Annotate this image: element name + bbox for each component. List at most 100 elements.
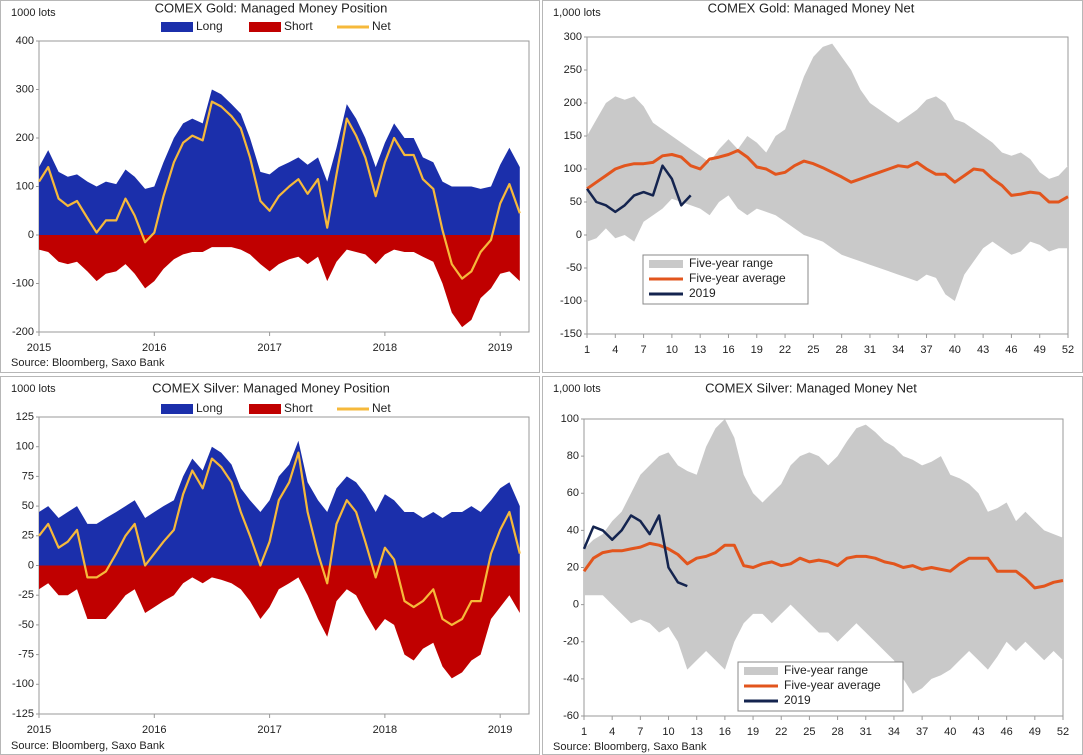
x-tick-label: 16	[719, 726, 731, 738]
y-tick-label: 80	[567, 450, 579, 462]
range-band	[584, 419, 1063, 694]
y-tick-label: -100	[12, 277, 34, 289]
area-series	[39, 89, 520, 235]
x-tick-label: 1	[584, 344, 590, 356]
y-tick-label: 100	[564, 163, 582, 175]
x-tick-label: 2019	[488, 342, 512, 354]
x-tick-label: 28	[836, 344, 848, 356]
area-series	[39, 235, 520, 328]
legend-label: Five-year average	[784, 678, 881, 692]
x-tick-label: 2017	[257, 342, 281, 354]
y-tick-label: 40	[567, 524, 579, 536]
x-tick-label: 40	[949, 344, 961, 356]
y-tick-label: -40	[563, 673, 579, 685]
y-tick-label: 250	[564, 64, 582, 76]
legend-swatch	[649, 260, 683, 268]
y-unit-label: 1000 lots	[11, 383, 56, 395]
x-tick-label: 37	[916, 726, 928, 738]
y-tick-label: 200	[16, 132, 34, 144]
x-tick-label: 34	[892, 344, 904, 356]
series-line	[582, 514, 688, 588]
y-tick-label: 125	[16, 411, 34, 423]
x-tick-label: 34	[888, 726, 900, 738]
x-tick-label: 22	[775, 726, 787, 738]
x-tick-label: 2016	[142, 724, 166, 736]
legend-label: Five-year average	[689, 271, 786, 285]
silver-net-panel: COMEX Silver: Managed Money Net 1,000 lot…	[542, 376, 1083, 755]
x-tick-label: 2016	[142, 342, 166, 354]
x-tick-label: 49	[1029, 726, 1041, 738]
x-tick-label: 2017	[257, 724, 281, 736]
y-tick-label: 150	[564, 130, 582, 142]
y-tick-label: 60	[567, 487, 579, 499]
x-tick-label: 2015	[27, 342, 51, 354]
x-tick-label: 1	[581, 726, 587, 738]
legend-label: Short	[284, 19, 313, 33]
y-tick-label: 400	[16, 35, 34, 47]
x-tick-label: 31	[864, 344, 876, 356]
gold-position-panel: COMEX Gold: Managed Money Position 1000 l…	[0, 0, 540, 373]
y-tick-label: 0	[573, 599, 579, 611]
x-tick-label: 37	[920, 344, 932, 356]
y-tick-label: 300	[564, 31, 582, 43]
x-tick-label: 2018	[373, 342, 397, 354]
y-tick-label: -200	[12, 326, 34, 338]
y-tick-label: 25	[22, 530, 34, 542]
x-tick-label: 43	[972, 726, 984, 738]
y-tick-label: -20	[563, 636, 579, 648]
chart-title: COMEX Gold: Managed Money Position	[155, 0, 388, 15]
x-tick-label: 16	[722, 344, 734, 356]
y-tick-label: -50	[566, 262, 582, 274]
y-tick-label: 100	[16, 180, 34, 192]
x-tick-label: 2015	[27, 724, 51, 736]
y-tick-label: -100	[560, 295, 582, 307]
source-note: Source: Bloomberg, Saxo Bank	[553, 741, 707, 753]
legend-label: Long	[196, 401, 223, 415]
y-tick-label: 20	[567, 561, 579, 573]
legend-label: Short	[284, 401, 313, 415]
chart-title: COMEX Silver: Managed Money Net	[705, 380, 917, 395]
x-tick-label: 13	[691, 726, 703, 738]
legend-label: 2019	[689, 286, 716, 300]
x-tick-label: 7	[641, 344, 647, 356]
x-tick-label: 31	[860, 726, 872, 738]
source-note: Source: Bloomberg, Saxo Bank	[11, 740, 165, 752]
legend-label: Five-year range	[784, 663, 868, 677]
legend-swatch	[161, 22, 193, 32]
x-tick-label: 40	[944, 726, 956, 738]
gold-net-panel: COMEX Gold: Managed Money Net 1,000 lots -…	[542, 0, 1083, 373]
y-tick-label: 0	[28, 229, 34, 241]
series-line	[585, 164, 692, 214]
x-tick-label: 4	[612, 344, 618, 356]
y-tick-label: 75	[22, 470, 34, 482]
x-tick-label: 19	[751, 344, 763, 356]
x-tick-label: 2019	[488, 724, 512, 736]
range-band	[587, 43, 1068, 301]
chart-title: COMEX Silver: Managed Money Position	[152, 380, 390, 395]
x-tick-label: 22	[779, 344, 791, 356]
y-tick-label: 200	[564, 97, 582, 109]
y-tick-label: 50	[22, 500, 34, 512]
legend-swatch	[249, 404, 281, 414]
y-unit-label: 1000 lots	[11, 7, 56, 19]
legend-swatch	[744, 667, 778, 675]
y-tick-label: 50	[570, 196, 582, 208]
y-tick-label: 100	[16, 441, 34, 453]
legend-swatch	[249, 22, 281, 32]
legend-label: Five-year range	[689, 256, 773, 270]
x-tick-label: 2018	[373, 724, 397, 736]
legend-label: Net	[372, 19, 391, 33]
x-tick-label: 7	[637, 726, 643, 738]
legend-label: Net	[372, 401, 391, 415]
y-tick-label: 0	[576, 229, 582, 241]
y-tick-label: -50	[18, 619, 34, 631]
y-tick-label: -60	[563, 710, 579, 722]
y-unit-label: 1,000 lots	[553, 383, 601, 395]
x-tick-label: 19	[747, 726, 759, 738]
legend-swatch	[161, 404, 193, 414]
x-tick-label: 49	[1034, 344, 1046, 356]
x-tick-label: 10	[662, 726, 674, 738]
legend-label: Long	[196, 19, 223, 33]
x-tick-label: 10	[666, 344, 678, 356]
